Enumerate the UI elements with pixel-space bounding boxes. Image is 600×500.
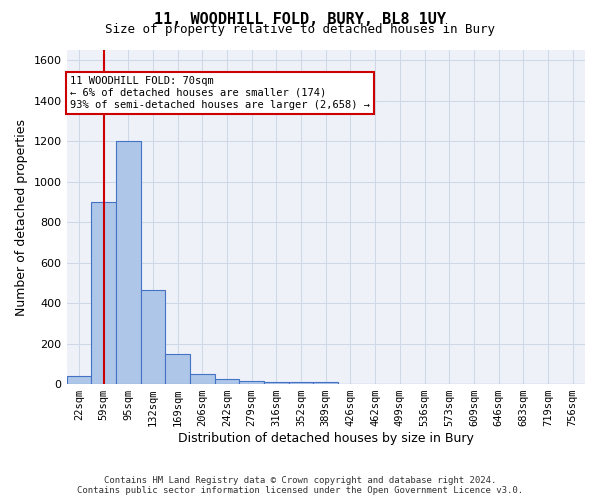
Bar (165, 354, 190, 384)
Text: 11 WOODHILL FOLD: 70sqm
← 6% of detached houses are smaller (174)
93% of semi-de: 11 WOODHILL FOLD: 70sqm ← 6% of detached… (70, 76, 370, 110)
X-axis label: Distribution of detached houses by size in Bury: Distribution of detached houses by size … (178, 432, 474, 445)
Bar (91, 202, 116, 384)
Text: 11, WOODHILL FOLD, BURY, BL8 1UY: 11, WOODHILL FOLD, BURY, BL8 1UY (154, 12, 446, 28)
Text: Contains HM Land Registry data © Crown copyright and database right 2024.
Contai: Contains HM Land Registry data © Crown c… (77, 476, 523, 495)
Bar (289, 382, 313, 384)
Bar (264, 382, 289, 384)
Bar (116, 141, 140, 384)
Bar (239, 381, 264, 384)
Bar (313, 382, 338, 384)
Bar (140, 290, 165, 384)
Bar (67, 376, 91, 384)
Y-axis label: Number of detached properties: Number of detached properties (15, 118, 28, 316)
Bar (215, 379, 239, 384)
Bar (190, 374, 215, 384)
Text: Size of property relative to detached houses in Bury: Size of property relative to detached ho… (105, 22, 495, 36)
